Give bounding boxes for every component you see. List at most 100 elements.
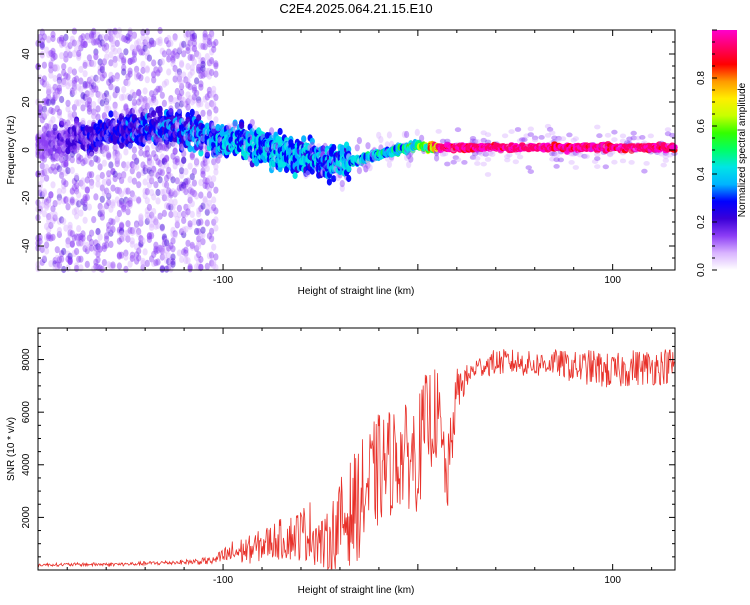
spectrogram-cell: [125, 200, 131, 209]
snr-x-axis-label: Height of straight line (km): [298, 585, 415, 596]
spectrogram-cell: [159, 47, 165, 55]
spectrogram-cell: [82, 93, 88, 101]
spectrogram-cell: [170, 54, 176, 63]
spectrogram-cell: [59, 149, 65, 158]
spectrogram-cell: [67, 256, 73, 264]
spectrogram-cell: [121, 35, 127, 43]
spectrogram-cell: [41, 152, 48, 160]
spectrogram-cell: [48, 65, 54, 73]
spectrogram-cell: [101, 112, 107, 120]
spectrogram-cell: [639, 135, 646, 140]
spectrogram-cell: [78, 154, 84, 163]
spectrogram-x-axis-label: Height of straight line (km): [298, 286, 415, 297]
spectrogram-cell: [161, 157, 167, 165]
spectrogram-cell: [95, 250, 101, 258]
spectrogram-cell: [119, 221, 125, 229]
spectrogram-cell: [63, 195, 69, 204]
spectrogram-cell: [630, 130, 637, 136]
spectrogram-cell: [114, 111, 120, 120]
spectrogram-cell: [69, 196, 75, 204]
spectrogram-cell: [56, 146, 63, 154]
spectrogram-cell: [52, 260, 58, 268]
spectrogram-cell: [149, 223, 155, 231]
spectrogram-cell: [125, 107, 131, 115]
spectrogram-cell: [46, 196, 52, 204]
spectrogram-cell: [172, 210, 178, 218]
spectrogram-cell: [59, 167, 65, 176]
spectrogram-cell: [54, 141, 60, 149]
spectrogram-cell: [153, 98, 159, 106]
spectrogram-cell: [46, 145, 52, 153]
spectrogram-cell: [101, 44, 107, 52]
spectrogram-cell: [65, 82, 71, 90]
spectrogram-cell: [71, 79, 77, 87]
spectrogram-cell: [104, 146, 110, 154]
spectrogram-cell: [131, 227, 137, 235]
spectrogram-cell: [249, 119, 255, 127]
spectrogram-cell: [168, 97, 174, 105]
spectrogram-cell: [146, 54, 152, 62]
spectrogram-cell: [91, 216, 97, 224]
spectrogram-cell: [211, 196, 217, 204]
spectrogram-cell: [213, 93, 219, 101]
spectrogram-cell: [76, 235, 82, 243]
spectrogram-cell: [480, 161, 487, 167]
spectrogram-cell: [63, 196, 69, 205]
spectrogram-cell: [65, 203, 71, 211]
spectrogram-cell: [164, 239, 170, 247]
spectrogram-cell: [71, 76, 77, 85]
spectrogram-cell: [386, 160, 392, 168]
spectrogram-cell: [119, 176, 125, 184]
spectrogram-cell: [119, 190, 125, 198]
spectrogram-cell: [104, 144, 110, 152]
spectrogram-cell: [84, 81, 90, 89]
spectrogram-cell: [99, 99, 105, 107]
spectrogram-cell: [155, 38, 161, 46]
spectrogram-cell: [41, 132, 48, 140]
spectrogram-cell: [129, 254, 135, 262]
spectrogram-cell: [166, 141, 172, 149]
spectrogram-cell: [99, 265, 105, 273]
spectrogram-cell: [114, 39, 120, 48]
spectrogram-cell: [46, 35, 52, 43]
spectrogram-cell: [127, 141, 133, 149]
spectrogram-cell: [144, 217, 150, 226]
spectrogram-cell: [168, 109, 174, 118]
spectrogram-cell: [146, 232, 152, 240]
spectrogram-cell: [134, 156, 140, 164]
spectrogram-cell: [144, 211, 150, 219]
spectrogram-cell: [56, 230, 63, 239]
spectrogram-cell: [50, 127, 56, 135]
spectrogram-cell: [50, 116, 56, 124]
spectrogram-cell: [110, 184, 116, 192]
spectrogram-cell: [108, 225, 114, 234]
spectrogram-cell: [44, 97, 50, 105]
spectrogram-cell: [114, 86, 120, 94]
spectrogram-cell: [61, 148, 67, 156]
spectrogram-cell: [155, 145, 161, 153]
spectrogram-cell: [67, 229, 73, 237]
spectrogram-cell: [157, 245, 163, 253]
spectrogram-cell: [52, 144, 58, 152]
spectrogram-cell: [628, 160, 635, 165]
spectrogram-cell: [48, 119, 54, 127]
spectrogram-cell: [136, 38, 142, 46]
spectrogram-cell: [54, 146, 60, 155]
spectrogram-cell: [44, 139, 50, 147]
spectrogram-cell: [114, 157, 120, 165]
spectrogram-cell: [50, 96, 56, 104]
spectrogram-cell: [164, 174, 170, 182]
spectrogram-cell: [151, 193, 157, 201]
spectrogram-cell: [71, 184, 77, 192]
spectrogram-cell: [39, 201, 45, 209]
spectrogram-cell: [52, 167, 58, 175]
spectrogram-cell: [54, 90, 60, 99]
spectrogram-cell: [69, 230, 75, 238]
spectrogram-cell: [161, 50, 167, 58]
spectrogram-cell: [168, 203, 174, 211]
spectrogram-cell: [144, 66, 150, 74]
spectrogram-cell: [69, 166, 75, 174]
spectrogram-cell: [125, 235, 131, 243]
spectrogram-cell: [161, 157, 167, 165]
spectrogram-cell: [549, 130, 556, 136]
